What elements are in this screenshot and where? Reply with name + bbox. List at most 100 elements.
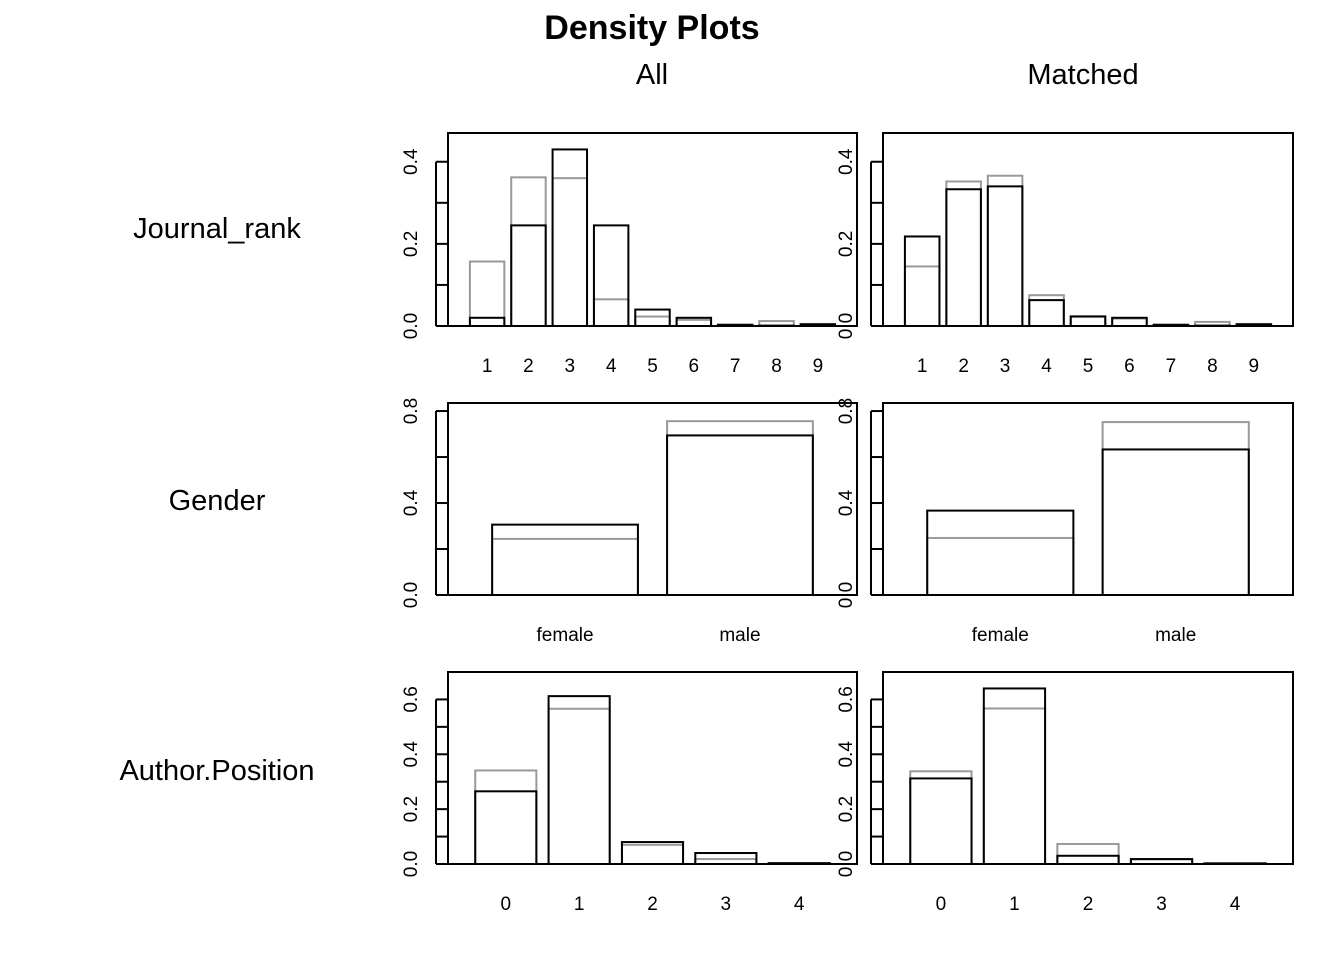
x-tick-label-1: 1 [1009, 894, 1020, 915]
x-tick-label-female: female [972, 625, 1029, 646]
treated-bar-5 [634, 308, 671, 328]
y-tick-label-0.6: 0.6 [401, 686, 422, 712]
x-tick-label-6: 6 [689, 356, 700, 377]
treated-bar-0 [909, 777, 973, 865]
treated-bar-3 [551, 148, 589, 327]
control-bar-1 [547, 707, 611, 865]
x-tick-label-3: 3 [1156, 894, 1167, 915]
control-bar-1 [468, 260, 506, 327]
x-tick-label-7: 7 [1166, 356, 1177, 377]
x-tick-label-2: 2 [958, 356, 969, 377]
y-tick-label-0.0: 0.0 [401, 582, 422, 608]
control-bar-0 [909, 770, 973, 865]
row-label-gender: Gender [169, 485, 266, 517]
y-tick-label-0.2: 0.2 [836, 231, 857, 257]
treated-bar-male [1101, 448, 1250, 597]
treated-bar-0 [474, 790, 538, 865]
x-tick-label-4: 4 [1041, 356, 1052, 377]
panel-gender-all: female male 0.0 0.4 0.8 [401, 398, 858, 646]
x-tick-label-4: 4 [1230, 894, 1241, 915]
x-tick-label-8: 8 [771, 356, 782, 377]
control-bar-4 [592, 298, 630, 327]
y-tick-label-0.0: 0.0 [401, 313, 422, 339]
treated-bar-4 [592, 224, 630, 327]
control-bar-1 [982, 707, 1047, 865]
panel-frame [447, 132, 858, 327]
x-tick-label-3: 3 [1000, 356, 1011, 377]
control-bar-female [491, 537, 639, 597]
control-bar-2 [945, 180, 982, 327]
y-tick-label-0.0: 0.0 [836, 313, 857, 339]
y-tick-label-0.4: 0.4 [401, 741, 422, 768]
control-bar-5 [1069, 315, 1107, 328]
treated-bar-male [666, 434, 814, 597]
panel-author-position-matched: 0 1 2 3 4 0.0 0.2 0.4 0.6 [836, 671, 1294, 915]
treated-bar-female [926, 509, 1075, 596]
control-bar-5 [634, 315, 671, 327]
control-bar-male [666, 420, 814, 597]
treated-bar-1 [468, 316, 506, 328]
control-bar-3 [551, 177, 589, 327]
figure-title: Density Plots [544, 9, 759, 47]
panel-frame [882, 132, 1294, 327]
treated-bar-1 [982, 687, 1047, 866]
y-tick-label-0.2: 0.2 [401, 231, 422, 257]
panel-frame [447, 402, 858, 596]
x-tick-label-2: 2 [523, 356, 534, 377]
panel-gender-matched: female male 0.0 0.4 0.8 [836, 398, 1294, 646]
y-tick-label-0.4: 0.4 [836, 489, 857, 516]
y-tick-label-0.0: 0.0 [401, 851, 422, 877]
control-bar-1 [903, 265, 941, 327]
x-tick-label-0: 0 [501, 894, 512, 915]
x-tick-label-8: 8 [1207, 356, 1218, 377]
x-tick-label-2: 2 [647, 894, 658, 915]
column-title-matched: Matched [1027, 59, 1138, 91]
panel-frame [882, 671, 1294, 865]
x-tick-label-male: male [719, 625, 760, 646]
control-bar-3 [986, 174, 1024, 327]
x-tick-label-1: 1 [482, 356, 493, 377]
control-bar-2 [510, 176, 547, 327]
treated-bar-3 [986, 185, 1024, 327]
x-tick-label-9: 9 [813, 356, 824, 377]
x-tick-label-5: 5 [647, 356, 658, 377]
control-bar-6 [1111, 317, 1148, 327]
treated-bar-2 [1056, 854, 1120, 866]
y-tick-label-0.6: 0.6 [836, 686, 857, 712]
treated-bar-5 [1069, 315, 1107, 327]
y-tick-label-0.4: 0.4 [401, 148, 422, 175]
control-bar-0 [474, 769, 538, 865]
y-tick-label-0.0: 0.0 [836, 582, 857, 608]
treated-bar-1 [547, 695, 611, 866]
y-tick-label-0.2: 0.2 [836, 796, 857, 822]
x-tick-label-1: 1 [917, 356, 928, 377]
y-tick-label-0.8: 0.8 [401, 398, 422, 424]
y-tick-label-0.4: 0.4 [401, 489, 422, 516]
panel-frame [447, 671, 858, 865]
panels: 1 2 3 4 5 6 7 8 90.00.20.41 2 3 4 5 6 7 8 90.00.20.4fema… [401, 132, 1294, 915]
x-tick-label-5: 5 [1083, 356, 1094, 377]
control-bar-2 [1056, 842, 1120, 865]
treated-bar-2 [510, 224, 547, 327]
panel-journal-rank-all: 1 2 3 4 5 6 7 8 9 0.0 0.2 0.4 [401, 132, 858, 377]
row-label-journal-rank: Journal_rank [133, 213, 301, 245]
y-tick-label-0.8: 0.8 [836, 398, 857, 424]
x-tick-label-1: 1 [574, 894, 585, 915]
row-label-author-position: Author.Position [119, 755, 314, 787]
panel-journal-rank-matched: 1 2 3 4 5 6 7 8 9 0.0 0.2 0.4 [836, 132, 1294, 377]
y-tick-label-0.4: 0.4 [836, 741, 857, 768]
x-tick-label-2: 2 [1083, 894, 1094, 915]
x-tick-label-7: 7 [730, 356, 741, 377]
x-tick-label-female: female [537, 625, 594, 646]
x-tick-label-3: 3 [721, 894, 732, 915]
control-bar-male [1101, 421, 1250, 596]
treated-bar-4 [1028, 299, 1065, 328]
column-title-all: All [636, 59, 668, 91]
control-bar-2 [620, 843, 685, 865]
x-tick-label-0: 0 [936, 894, 947, 915]
y-tick-label-0.2: 0.2 [401, 796, 422, 822]
treated-bar-female [491, 523, 639, 597]
y-tick-label-0.0: 0.0 [836, 851, 857, 877]
panel-frame [882, 402, 1294, 596]
